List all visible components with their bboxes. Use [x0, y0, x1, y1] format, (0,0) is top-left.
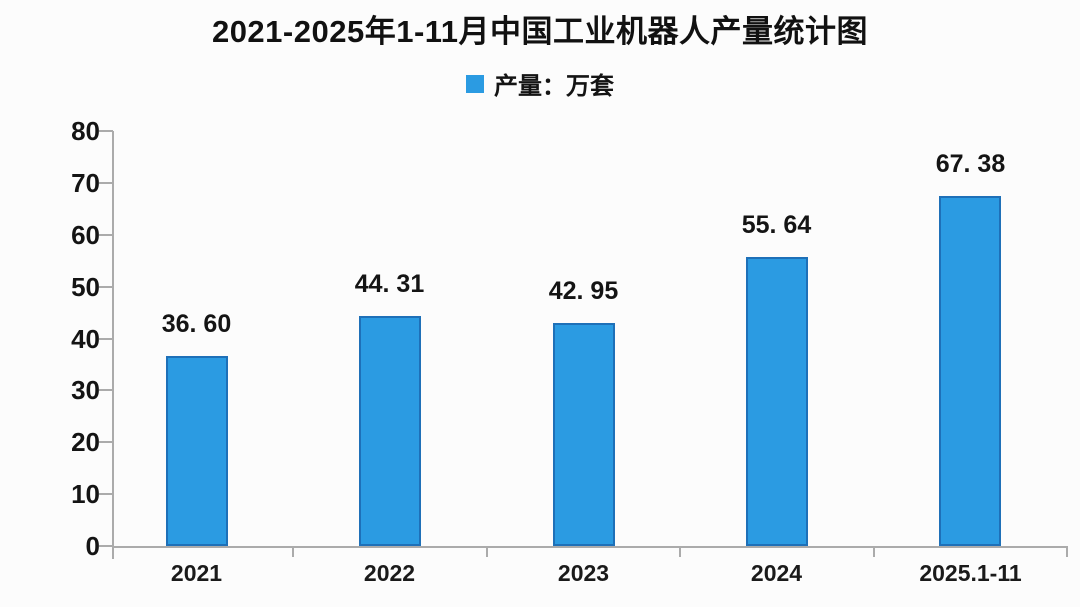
- y-tick-mark: [99, 130, 113, 132]
- y-tick-mark: [99, 181, 113, 184]
- x-tick-mark: [872, 546, 875, 557]
- bar-2024: [746, 257, 808, 546]
- y-tick-label: 50: [71, 271, 100, 302]
- y-tick-label: 10: [71, 479, 100, 510]
- y-tick-mark: [99, 441, 113, 444]
- y-tick-label: 70: [71, 167, 100, 198]
- chart-title: 2021-2025年1-11月中国工业机器人产量统计图: [211, 14, 869, 49]
- y-tick-label: 20: [71, 427, 100, 458]
- y-tick-mark: [99, 233, 113, 236]
- x-tick-mark: [1066, 546, 1068, 557]
- y-tick-label: 40: [71, 323, 100, 354]
- x-tick-mark: [292, 546, 295, 557]
- bar-2022: [359, 316, 421, 546]
- bar-value-label: 36. 60: [161, 310, 232, 338]
- y-tick-label: 80: [71, 116, 100, 146]
- y-tick-mark: [99, 493, 113, 496]
- x-tick-label: 2024: [750, 560, 803, 586]
- bar-2021: [166, 356, 228, 546]
- x-tick-label: 2021: [170, 560, 223, 586]
- bar-value-label: 44. 31: [354, 270, 425, 298]
- y-tick-mark: [99, 545, 113, 547]
- x-tick-label: 2025.1-11: [919, 560, 1022, 586]
- y-tick-mark: [99, 337, 113, 340]
- bar-value-label: 42. 95: [548, 277, 619, 305]
- y-tick-label: 60: [71, 219, 100, 250]
- x-tick-mark: [485, 546, 488, 557]
- y-tick-label: 30: [71, 375, 100, 406]
- bar-2025.1-11: [939, 196, 1001, 546]
- x-tick-label: 2023: [557, 560, 610, 586]
- legend-swatch: [466, 74, 484, 93]
- x-tick-label: 2022: [363, 560, 416, 586]
- y-tick-label: 0: [85, 531, 100, 561]
- x-tick-mark: [679, 546, 682, 557]
- y-axis: [112, 131, 114, 559]
- y-tick-mark: [99, 389, 113, 392]
- bar-value-label: 67. 38: [935, 150, 1006, 178]
- legend-label: 产量：万套: [494, 73, 614, 100]
- bar-2023: [553, 323, 615, 546]
- legend: 产量：万套: [0, 66, 1080, 101]
- bar-value-label: 55. 64: [741, 211, 812, 239]
- x-axis: [112, 546, 1068, 548]
- y-tick-mark: [99, 285, 113, 288]
